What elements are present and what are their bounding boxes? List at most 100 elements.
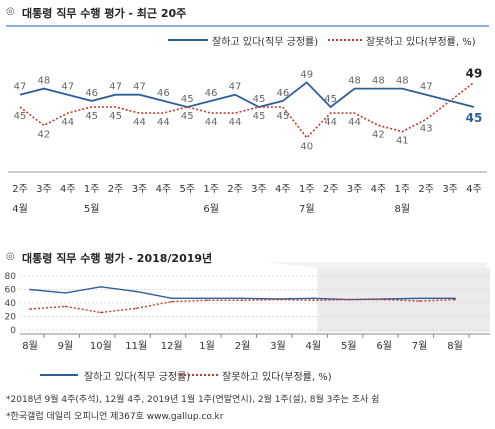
- chart2-neg-point: [64, 305, 67, 308]
- pos-data-label: 49: [300, 69, 313, 80]
- neg-data-label: 41: [396, 136, 409, 147]
- chart1-x-week-label: 2주: [227, 184, 243, 195]
- pos-data-label: 45: [181, 94, 194, 105]
- chart2-neg-point: [277, 298, 279, 301]
- pos-data-label: 48: [396, 76, 409, 87]
- chart1-x-month-label: 5월: [84, 203, 100, 215]
- neg-data-label: 45: [109, 111, 122, 122]
- neg-data-label: 45: [181, 111, 194, 122]
- chart2-legend-neg-label: 잘못하고 있다(부정률, %): [222, 372, 332, 383]
- chart2-neg-point: [206, 299, 208, 302]
- neg-data-label: 42: [372, 129, 385, 140]
- chart1-x-week-label: 1주: [395, 184, 411, 195]
- pos-data-label: 47: [420, 82, 433, 93]
- neg-data-label: 40: [300, 142, 313, 153]
- neg-data-label: 44: [157, 117, 170, 128]
- pos-data-label: 47: [229, 82, 242, 93]
- chart1-x-week-label: 4주: [371, 184, 387, 195]
- chart2-neg-point: [312, 299, 315, 302]
- chart1-legend-pos-swatch: [168, 39, 208, 41]
- chart2-pos-point: [135, 290, 138, 293]
- chart1-x-week-label: 4주: [466, 184, 482, 195]
- chart2-plot: 0 20 40 60 80 8월 9월 10월 11월 12월 1월 2월 3월 4월 5월 6월 7월 8월: [5, 262, 490, 352]
- chart2-pos-point: [64, 292, 67, 294]
- chart1-title-rule: [6, 25, 489, 27]
- neg-data-label: 45: [276, 111, 289, 122]
- chart1-plot: 47 48 47 46 47 47 46 45 46 47 45 46 49 45 48 48 48 47 45 45…: [8, 66, 487, 215]
- chart2-neg-point: [135, 307, 138, 310]
- neg-data-label: 43: [420, 123, 433, 134]
- chart1-x-week-label: 3주: [347, 184, 363, 195]
- chart2-pos-point: [206, 297, 208, 300]
- chart1-x-week-label: 2주: [418, 184, 434, 195]
- chart1-x-week-label: 4주: [60, 184, 76, 195]
- chart2-legend-pos-swatch: [40, 374, 78, 376]
- chart2-pos-point: [170, 297, 173, 300]
- chart2-zoom-connector: [264, 262, 487, 268]
- chart2-neg-point: [418, 300, 421, 302]
- pos-data-label: 47: [133, 82, 146, 93]
- chart1-x-week-label: 3주: [132, 184, 148, 195]
- chart2-pos-point: [241, 297, 244, 300]
- chart2-legend-neg-swatch: [180, 374, 218, 376]
- chart1-x-week-label: 1주: [299, 184, 315, 195]
- chart1-x-week-label: 2주: [108, 184, 124, 195]
- chart2-y-tick-label: 60: [5, 286, 17, 296]
- chart2-bullet-icon: ◎: [6, 251, 15, 262]
- chart1-x-month-label: 4월: [12, 203, 28, 215]
- neg-data-label: 45: [14, 111, 27, 122]
- pos-data-label: 46: [85, 88, 98, 99]
- chart1-x-week-label: 4주: [156, 184, 172, 195]
- chart2-x-month-label: 6월: [376, 340, 392, 352]
- chart2-pos-point: [312, 297, 315, 300]
- chart2-neg-point: [100, 311, 102, 314]
- chart2-title: 대통령 직무 수행 평가 - 2018/2019년: [22, 252, 213, 265]
- chart1-x-week-label: 3주: [36, 184, 52, 195]
- chart2-x-month-label: 10월: [90, 340, 112, 352]
- neg-data-label: 44: [324, 117, 337, 128]
- chart1-legend-pos-label: 잘하고 있다(직무 긍정률): [212, 37, 319, 48]
- chart2-neg-point: [383, 298, 385, 301]
- chart1-x-week-label: 1주: [84, 184, 100, 195]
- chart2-y-tick-label: 20: [5, 313, 17, 323]
- chart2-y-tick-label: 80: [5, 272, 17, 282]
- pos-data-label: 47: [14, 82, 27, 93]
- pos-data-label: 46: [157, 88, 170, 99]
- chart2-y-tick-label: 40: [5, 299, 17, 309]
- chart2-legend-pos-label: 잘하고 있다(직무 긍정률): [84, 372, 191, 383]
- chart2-pos-point: [29, 288, 31, 291]
- chart2-x-month-label: 4월: [306, 340, 322, 352]
- neg-data-label: 44: [205, 117, 218, 128]
- neg-line: [19, 81, 475, 139]
- pos-data-label: 46: [205, 88, 218, 99]
- pos-data-label: 45: [324, 94, 337, 105]
- chart2-neg-point: [170, 300, 173, 303]
- pos-data-label: 45: [253, 94, 266, 105]
- chart2-x-month-label: 1월: [199, 340, 215, 352]
- chart1-x-week-label: 4주: [275, 184, 291, 195]
- chart1-legend-neg-swatch: [328, 39, 362, 41]
- pos-data-label: 48: [38, 76, 51, 87]
- chart1-title: 대통령 직무 수행 평가 - 최근 20주: [22, 7, 187, 20]
- chart2-x-month-label: 9월: [58, 340, 74, 352]
- pos-data-label: 46: [276, 88, 289, 99]
- chart2-y-tick-label: 0: [10, 326, 16, 336]
- neg-data-label: 44: [61, 117, 74, 128]
- chart2-x-month-label: 7월: [412, 340, 428, 352]
- chart1-x-month-label: 8월: [395, 203, 411, 215]
- pos-data-label: 45: [466, 111, 483, 125]
- pos-data-label: 48: [372, 76, 385, 87]
- chart2-pos-point: [100, 286, 102, 288]
- neg-data-label: 45: [253, 111, 266, 122]
- chart2-neg-point: [29, 308, 31, 310]
- neg-data-label: 42: [38, 129, 51, 140]
- chart2-neg-point: [347, 298, 350, 301]
- chart2-x-month-label: 8월: [22, 340, 38, 352]
- chart1-bullet-icon: ◎: [6, 6, 15, 17]
- neg-data-label: 44: [133, 117, 146, 128]
- chart2-x-month-label: 3월: [270, 340, 286, 352]
- chart1-x-week-label: 2주: [323, 184, 339, 195]
- chart2-x-month-label: 12월: [161, 340, 183, 352]
- chart2-x-month-label: 2월: [235, 340, 251, 352]
- chart1-x-week-label: 3주: [442, 184, 458, 195]
